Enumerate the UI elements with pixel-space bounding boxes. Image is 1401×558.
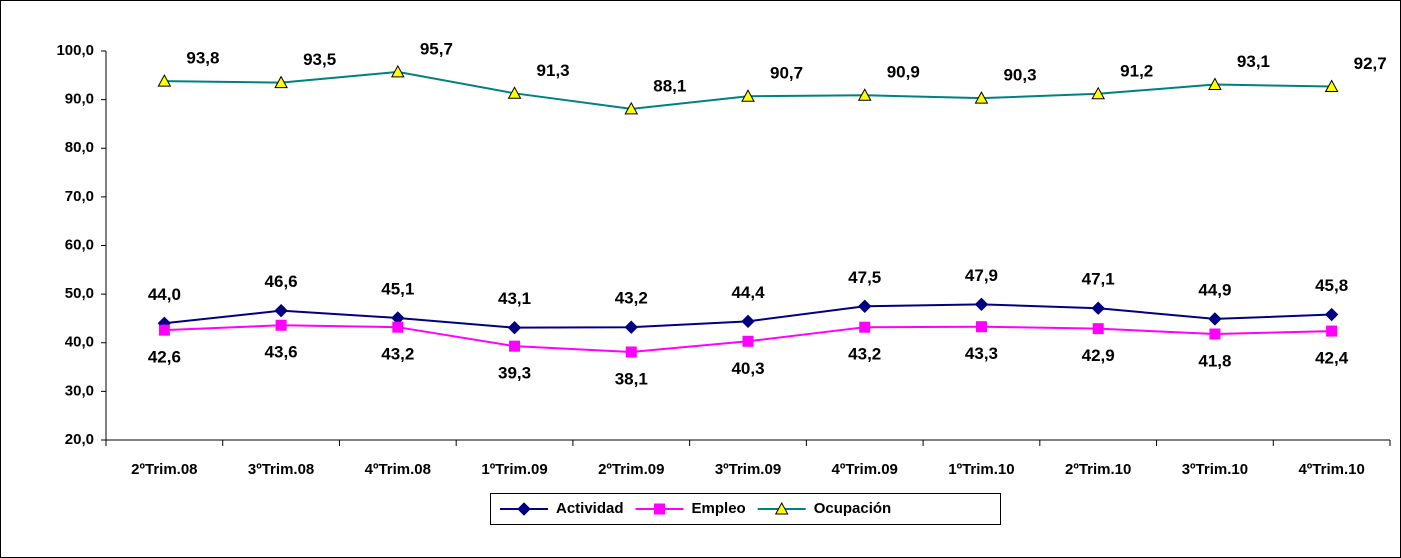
x-tick-label: 1ºTrim.10 <box>948 461 1014 478</box>
data-label: 41,8 <box>1198 351 1231 370</box>
marker <box>275 319 287 331</box>
x-tick-label: 3ºTrim.09 <box>715 461 781 478</box>
data-label: 43,2 <box>381 345 414 364</box>
data-label: 44,4 <box>731 283 765 302</box>
legend-marker <box>517 502 531 516</box>
y-tick-label: 20,0 <box>65 431 94 448</box>
marker <box>857 88 872 101</box>
data-label: 44,0 <box>148 285 181 304</box>
data-label: 45,1 <box>381 279 414 298</box>
y-tick-label: 80,0 <box>65 139 94 156</box>
y-tick-label: 40,0 <box>65 334 94 351</box>
marker <box>859 321 871 333</box>
data-label: 40,3 <box>731 359 764 378</box>
marker <box>858 299 872 313</box>
x-tick-label: 4ºTrim.10 <box>1298 461 1364 478</box>
data-label: 90,3 <box>1003 66 1036 85</box>
data-label: 90,9 <box>887 63 920 82</box>
data-label: 43,2 <box>615 289 648 308</box>
marker <box>974 91 989 104</box>
x-tick-label: 2ºTrim.08 <box>131 461 197 478</box>
legend-marker <box>654 503 666 515</box>
data-label: 95,7 <box>420 39 453 58</box>
data-label: 42,6 <box>148 348 181 367</box>
marker <box>507 320 522 335</box>
legend-box <box>490 493 1001 525</box>
marker <box>741 89 755 102</box>
data-label: 92,7 <box>1354 54 1387 73</box>
marker <box>1324 79 1339 92</box>
data-label: 42,4 <box>1315 349 1349 368</box>
y-tick-label: 50,0 <box>65 285 94 302</box>
marker <box>974 297 989 312</box>
marker <box>1091 301 1105 315</box>
marker <box>741 314 755 329</box>
marker <box>509 340 521 352</box>
marker <box>157 74 172 87</box>
marker <box>1209 328 1221 340</box>
legend-label: Ocupación <box>814 500 892 517</box>
x-tick-label: 3ºTrim.10 <box>1182 461 1248 478</box>
x-tick-label: 4ºTrim.09 <box>832 461 898 478</box>
x-tick-label: 2ºTrim.09 <box>598 461 664 478</box>
marker <box>507 86 522 99</box>
marker <box>1091 86 1106 100</box>
y-tick-label: 30,0 <box>65 382 94 399</box>
marker <box>1208 312 1222 326</box>
x-tick-label: 3ºTrim.08 <box>248 461 314 478</box>
data-label: 91,3 <box>537 61 570 80</box>
marker <box>392 321 404 333</box>
data-label: 39,3 <box>498 364 531 383</box>
legend-label: Actividad <box>556 500 624 517</box>
data-label: 38,1 <box>615 369 648 388</box>
marker <box>1326 325 1338 337</box>
data-label: 43,3 <box>965 344 998 363</box>
x-tick-label: 4ºTrim.08 <box>365 461 431 478</box>
data-label: 43,2 <box>848 345 881 364</box>
data-label: 46,6 <box>265 272 298 291</box>
data-label: 91,2 <box>1120 61 1153 80</box>
marker <box>625 346 637 358</box>
marker <box>624 320 638 334</box>
data-label: 90,7 <box>770 64 803 83</box>
y-tick-label: 90,0 <box>65 91 94 108</box>
legend-marker <box>774 501 789 515</box>
x-tick-label: 1ºTrim.09 <box>481 461 547 478</box>
marker <box>274 303 288 318</box>
marker <box>1092 323 1104 335</box>
data-label: 43,6 <box>265 343 298 362</box>
marker <box>390 64 405 78</box>
y-tick-label: 70,0 <box>65 188 94 205</box>
data-label: 93,8 <box>186 49 219 68</box>
data-label: 47,5 <box>848 268 881 287</box>
data-label: 93,5 <box>303 50 336 69</box>
data-label: 88,1 <box>653 76 686 95</box>
y-tick-label: 60,0 <box>65 236 94 253</box>
marker <box>975 321 987 333</box>
marker <box>1324 307 1339 322</box>
data-label: 43,1 <box>498 289 531 308</box>
marker <box>274 75 288 89</box>
marker <box>624 101 639 115</box>
legend-label: Empleo <box>692 500 746 517</box>
x-tick-label: 2ºTrim.10 <box>1065 461 1131 478</box>
data-label: 47,1 <box>1082 270 1115 289</box>
data-label: 47,9 <box>965 266 998 285</box>
marker <box>742 335 754 347</box>
data-label: 42,9 <box>1082 346 1115 365</box>
marker <box>1208 77 1222 91</box>
marker <box>158 324 170 336</box>
y-tick-label: 100,0 <box>56 42 94 59</box>
data-label: 93,1 <box>1237 52 1270 71</box>
data-label: 45,8 <box>1315 276 1348 295</box>
data-label: 44,9 <box>1198 280 1231 299</box>
